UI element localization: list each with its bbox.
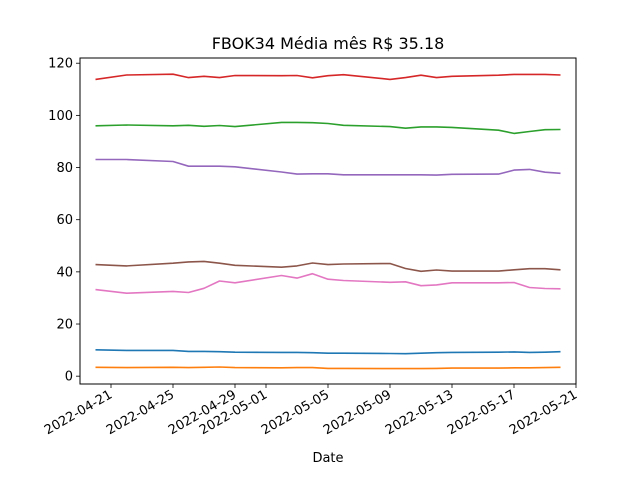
- series-line-1: [95, 121, 561, 135]
- plot-frame: [79, 57, 577, 385]
- chart-title: FBOK34 Média mês R$ 35.18: [212, 34, 445, 53]
- series-line-2: [95, 158, 561, 176]
- x-axis-label: Date: [312, 451, 343, 466]
- series-line-6: [95, 366, 561, 370]
- y-tick-label: 80: [56, 161, 73, 176]
- series-line-3: [95, 260, 561, 273]
- series-layer: [95, 73, 561, 370]
- series-line-4: [95, 272, 561, 295]
- series-line-0: [95, 73, 561, 81]
- y-tick-label: 100: [48, 109, 73, 124]
- y-tick-label: 20: [56, 318, 73, 333]
- y-tick-label: 0: [65, 370, 73, 385]
- series-line-5: [95, 349, 561, 355]
- y-tick-label: 120: [48, 57, 73, 72]
- y-tick-label: 60: [56, 213, 73, 228]
- y-tick-label: 40: [56, 265, 73, 280]
